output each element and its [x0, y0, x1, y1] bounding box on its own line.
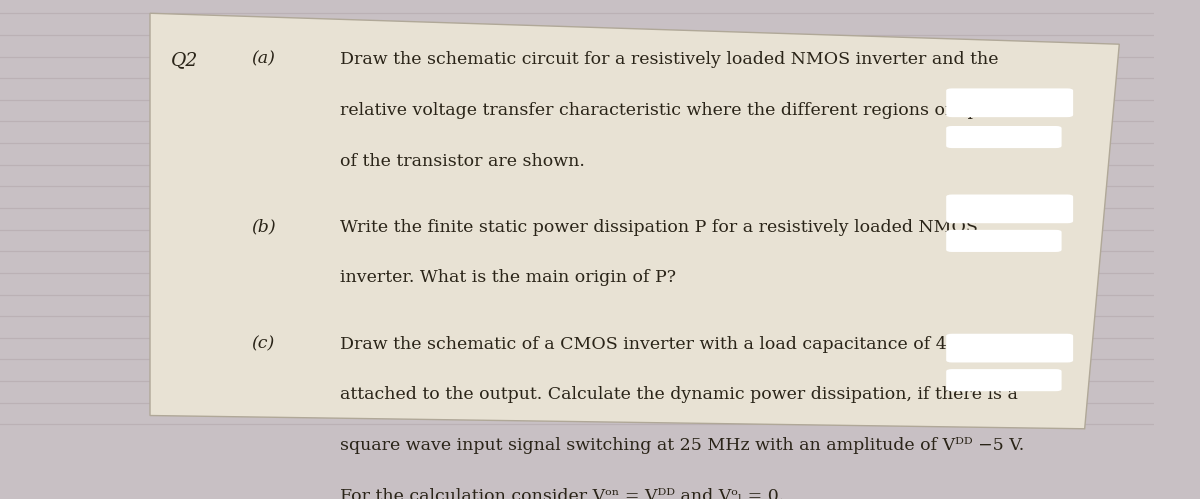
Text: Q2: Q2	[170, 51, 198, 69]
Text: Write the finite static power dissipation P for a resistively loaded NMOS: Write the finite static power dissipatio…	[341, 219, 978, 236]
Text: Draw the schematic of a CMOS inverter with a load capacitance of 40 pF: Draw the schematic of a CMOS inverter wi…	[341, 335, 986, 352]
FancyBboxPatch shape	[946, 369, 1062, 391]
Text: square wave input signal switching at 25 MHz with an amplitude of Vᴰᴰ −5 V.: square wave input signal switching at 25…	[341, 437, 1025, 454]
FancyBboxPatch shape	[946, 88, 1073, 117]
FancyBboxPatch shape	[946, 126, 1062, 148]
Text: (a): (a)	[252, 51, 276, 68]
Text: of the transistor are shown.: of the transistor are shown.	[341, 153, 586, 170]
Text: relative voltage transfer characteristic where the different regions of operatio: relative voltage transfer characteristic…	[341, 102, 1042, 119]
Text: (c): (c)	[252, 335, 275, 352]
FancyBboxPatch shape	[946, 195, 1073, 223]
Text: attached to the output. Calculate the dynamic power dissipation, if there is a: attached to the output. Calculate the dy…	[341, 386, 1019, 403]
FancyBboxPatch shape	[946, 334, 1073, 362]
Text: Draw the schematic circuit for a resistively loaded NMOS inverter and the: Draw the schematic circuit for a resisti…	[341, 51, 998, 68]
Text: (b): (b)	[252, 219, 276, 236]
Text: For the calculation consider Vᵒⁿ = Vᴰᴰ and Vᵒₗ = 0.: For the calculation consider Vᵒⁿ = Vᴰᴰ a…	[341, 488, 785, 499]
FancyBboxPatch shape	[946, 230, 1062, 252]
Text: inverter. What is the main origin of P?: inverter. What is the main origin of P?	[341, 269, 677, 286]
Polygon shape	[150, 13, 1120, 429]
